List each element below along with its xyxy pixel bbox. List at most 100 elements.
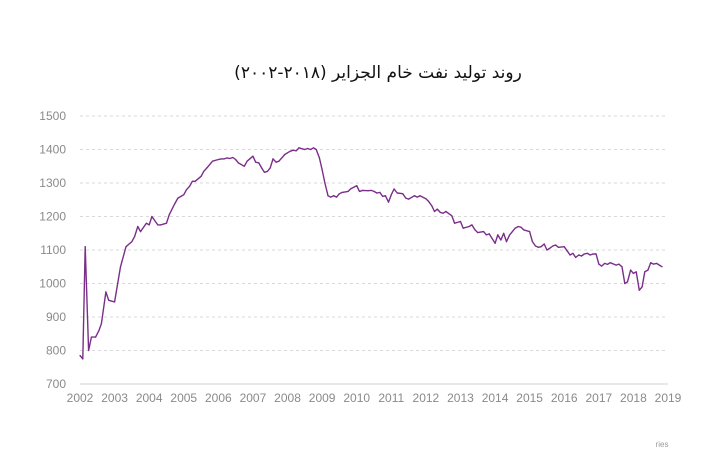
data-point	[272, 158, 274, 160]
data-point	[578, 254, 580, 256]
data-point	[618, 263, 620, 265]
data-point	[137, 225, 139, 228]
data-point	[376, 192, 378, 194]
data-point	[632, 272, 635, 274]
data-point	[433, 210, 436, 213]
data-point	[431, 205, 433, 207]
data-point	[543, 243, 545, 245]
data-point	[569, 254, 571, 256]
y-tick-label: 1100	[40, 243, 66, 257]
data-point	[131, 241, 133, 243]
data-point	[615, 264, 617, 266]
data-point	[318, 157, 320, 159]
x-tick-label: 2005	[170, 391, 197, 405]
data-point	[393, 188, 395, 190]
data-point	[511, 231, 513, 233]
data-point	[540, 246, 542, 248]
data-point	[347, 190, 349, 192]
data-point	[217, 158, 219, 161]
data-point	[656, 262, 658, 264]
series-layer	[79, 147, 663, 360]
data-point	[88, 349, 90, 352]
data-point	[362, 189, 364, 191]
data-point	[200, 175, 202, 177]
y-tick-label: 1400	[39, 143, 66, 157]
data-point	[84, 246, 86, 248]
data-point	[436, 208, 438, 210]
y-tick-label: 1500	[39, 109, 66, 123]
data-point	[105, 291, 107, 293]
data-point	[471, 224, 473, 226]
data-point	[79, 354, 81, 357]
data-point	[413, 195, 416, 197]
data-point	[439, 211, 441, 214]
data-point	[157, 224, 159, 226]
data-point	[370, 189, 372, 191]
data-point	[428, 200, 430, 202]
data-point	[454, 222, 456, 224]
data-point	[174, 202, 176, 204]
x-tick-label: 2002	[67, 391, 94, 405]
data-point	[474, 229, 476, 231]
y-tick-label: 1200	[39, 210, 66, 224]
data-point	[546, 249, 548, 251]
y-tick-label: 900	[46, 310, 66, 324]
data-point	[269, 167, 271, 169]
data-point	[90, 336, 92, 338]
data-point	[488, 233, 490, 235]
data-point	[145, 222, 147, 224]
data-point	[258, 162, 260, 164]
data-point	[555, 244, 557, 246]
x-tick-label: 2018	[620, 391, 647, 405]
x-tick-label: 2004	[136, 391, 163, 405]
series-line-0	[79, 147, 663, 360]
data-point	[442, 212, 444, 214]
data-point	[304, 148, 306, 151]
data-point	[119, 266, 122, 268]
data-point	[583, 253, 585, 255]
data-point	[500, 239, 502, 241]
data-point	[211, 160, 214, 162]
data-point	[237, 162, 239, 164]
y-tick-label: 1300	[39, 176, 66, 190]
data-point	[341, 191, 343, 193]
data-point	[626, 281, 629, 283]
credit-text: ries	[656, 440, 669, 449]
data-point	[321, 169, 323, 171]
data-point	[350, 188, 352, 190]
data-point	[531, 241, 534, 243]
data-point	[139, 231, 142, 233]
data-point	[275, 161, 277, 163]
data-point	[575, 256, 577, 258]
data-point	[609, 262, 611, 264]
data-point	[229, 157, 231, 160]
data-point	[503, 232, 505, 234]
data-point	[286, 152, 289, 154]
data-point	[252, 155, 254, 157]
data-point	[295, 150, 297, 152]
data-point	[652, 263, 655, 265]
data-point	[160, 224, 162, 226]
data-point	[100, 323, 102, 325]
data-point	[263, 171, 265, 173]
data-point	[246, 160, 248, 162]
data-point	[635, 271, 637, 273]
x-tick-label: 2016	[551, 391, 578, 405]
data-point	[592, 253, 594, 255]
data-point	[261, 167, 263, 169]
data-point	[505, 241, 508, 243]
data-point	[379, 191, 381, 193]
data-point	[387, 201, 390, 203]
data-point	[168, 214, 170, 216]
data-point	[332, 195, 335, 197]
data-point	[572, 252, 574, 254]
data-point	[661, 266, 663, 268]
data-point	[494, 242, 496, 244]
data-point	[203, 170, 205, 172]
data-point	[459, 220, 462, 223]
data-point	[537, 246, 539, 248]
data-point	[462, 227, 464, 229]
data-point	[82, 358, 84, 360]
data-point	[598, 263, 600, 265]
x-tick-label: 2013	[447, 391, 474, 405]
